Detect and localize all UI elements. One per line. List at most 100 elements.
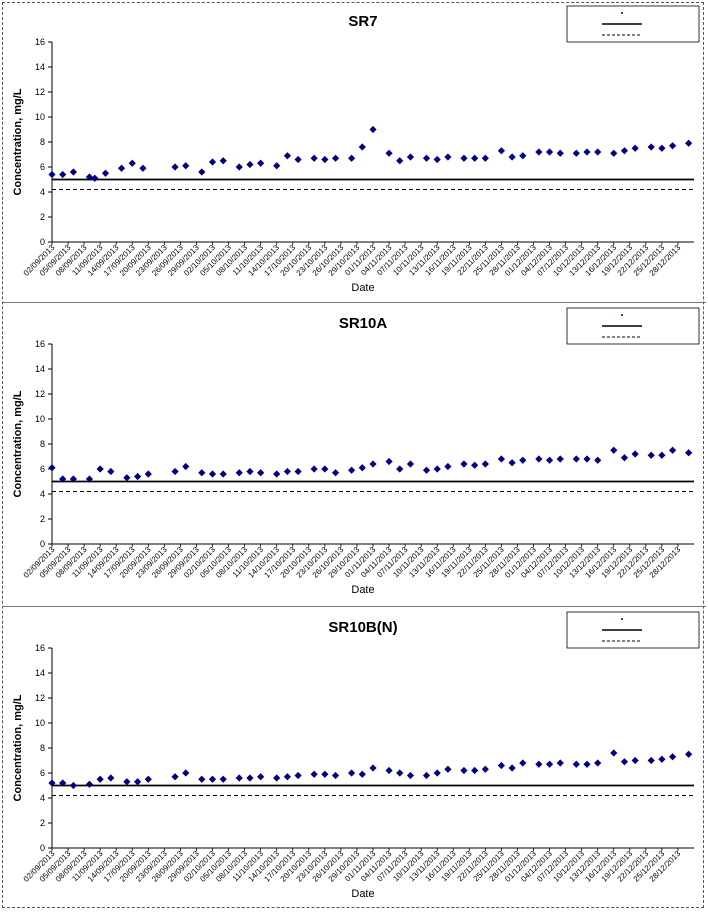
data-point <box>123 474 131 482</box>
data-point <box>235 163 243 171</box>
data-point <box>647 143 655 151</box>
data-point <box>144 470 152 478</box>
y-tick-label: 14 <box>35 62 45 72</box>
data-point <box>545 148 554 156</box>
data-point <box>444 765 452 773</box>
data-point <box>620 454 629 462</box>
y-tick-label: 4 <box>40 793 45 803</box>
data-point <box>460 154 468 162</box>
y-tick-label: 0 <box>40 237 45 247</box>
data-point <box>620 758 629 766</box>
data-point <box>658 755 666 763</box>
data-point <box>310 154 318 162</box>
data-point <box>556 149 564 157</box>
y-tick-label: 14 <box>35 364 45 374</box>
data-point <box>294 467 302 476</box>
data-point <box>594 759 602 767</box>
data-point <box>444 153 452 161</box>
data-point <box>198 168 206 176</box>
data-point <box>208 158 217 166</box>
data-point <box>422 154 431 162</box>
data-point <box>257 159 265 167</box>
data-point <box>69 475 77 483</box>
chart-panel-2: SR10A 0 2 4 6 8 10 12 14 16 02/09/2013 05/09/2013 08… <box>2 304 706 604</box>
legend-marker-icon <box>621 12 623 14</box>
data-point <box>594 456 602 464</box>
y-tick-label: 8 <box>40 137 45 147</box>
data-point <box>321 465 329 473</box>
data-point <box>348 466 356 474</box>
y-tick-label: 10 <box>35 718 45 728</box>
data-point <box>583 455 591 463</box>
y-tick-label: 8 <box>40 439 45 449</box>
data-point <box>257 469 265 477</box>
data-point <box>556 759 564 767</box>
data-point <box>101 169 110 177</box>
data-point <box>406 460 415 468</box>
data-point <box>471 766 479 775</box>
data-point <box>669 142 677 150</box>
y-tick-label: 14 <box>35 668 45 678</box>
data-point <box>610 149 618 157</box>
data-point <box>128 159 136 167</box>
data-point <box>685 139 693 147</box>
data-point <box>631 450 639 458</box>
y-tick-label: 16 <box>35 37 45 47</box>
legend-box <box>566 5 700 43</box>
data-point <box>171 773 179 781</box>
data-point <box>117 164 126 172</box>
data-point <box>331 771 340 780</box>
data-point <box>508 764 516 772</box>
data-point <box>348 154 356 162</box>
y-tick-label: 6 <box>40 768 45 778</box>
data-point <box>519 456 527 464</box>
data-point <box>396 769 404 777</box>
data-point <box>134 778 142 786</box>
data-point <box>369 460 377 468</box>
data-point <box>385 457 393 466</box>
legend <box>566 611 700 649</box>
y-tick-label: 12 <box>35 389 45 399</box>
chart-sr10b-n: SR10B(N)024681012141602/09/201305/09/201… <box>12 611 700 900</box>
data-point <box>658 451 666 459</box>
data-point <box>144 775 152 783</box>
chart-sr10a: SR10A024681012141602/09/201305/09/201308… <box>12 307 700 596</box>
data-point <box>406 771 415 780</box>
data-point <box>123 778 131 786</box>
data-point <box>385 149 393 157</box>
data-point <box>198 469 206 477</box>
data-point <box>107 467 115 476</box>
data-point <box>182 162 190 170</box>
data-point <box>85 173 94 181</box>
data-point <box>594 148 602 156</box>
data-point <box>369 125 377 134</box>
data-point <box>572 149 580 157</box>
data-point <box>85 475 94 483</box>
data-point <box>219 470 227 478</box>
data-point <box>647 451 655 459</box>
data-point <box>610 446 618 454</box>
data-point <box>246 774 254 782</box>
data-point <box>631 144 639 152</box>
x-axis-label: Date <box>351 584 374 596</box>
data-point <box>406 153 415 161</box>
y-tick-label: 2 <box>40 818 45 828</box>
data-point <box>396 157 404 165</box>
data-point <box>685 750 693 758</box>
y-tick-label: 6 <box>40 464 45 474</box>
data-point <box>497 761 505 770</box>
data-point <box>358 143 366 151</box>
data-point <box>294 771 302 780</box>
y-tick-label: 6 <box>40 162 45 172</box>
data-point <box>198 775 206 783</box>
data-point <box>481 154 489 162</box>
data-point <box>358 770 366 778</box>
data-point <box>610 749 618 757</box>
data-point <box>396 465 404 473</box>
data-point <box>369 764 377 772</box>
data-point <box>433 465 441 473</box>
data-point <box>658 144 666 152</box>
data-point <box>48 779 56 787</box>
data-point <box>519 759 527 767</box>
